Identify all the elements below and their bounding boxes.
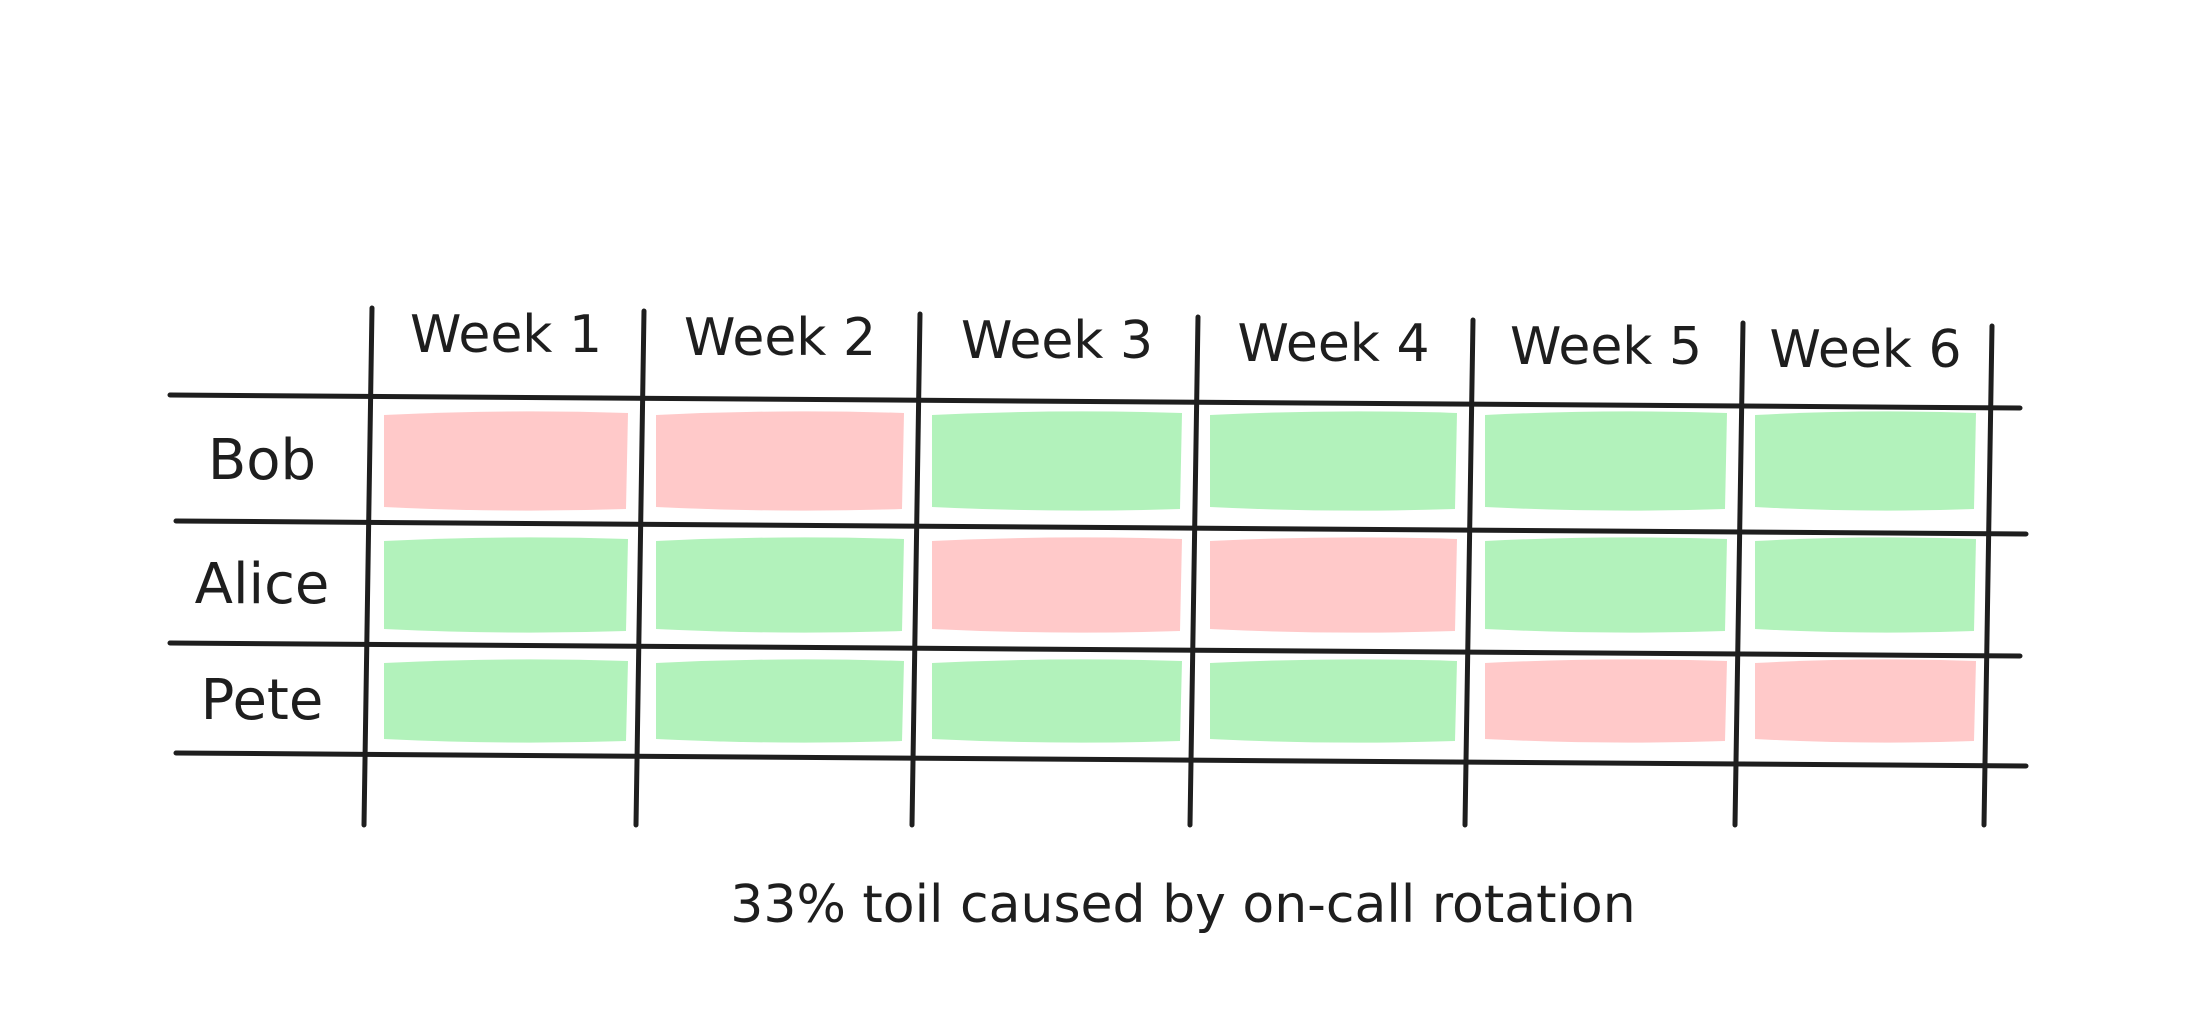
grid-vline-5 xyxy=(1462,317,1476,828)
week-header-row: Week 1 Week 2 Week 3 Week 4 Week 5 Week 6 xyxy=(410,305,1962,380)
week-label-5: Week 5 xyxy=(1510,317,1702,377)
grid-hline-3 xyxy=(167,640,2023,659)
grid-vline-1 xyxy=(361,305,375,828)
cell-alice-week-5-ok xyxy=(1485,537,1727,633)
cell-bob-week-2-toil xyxy=(656,411,904,511)
cell-alice-week-4-toil xyxy=(1210,537,1457,633)
cell-pete-week-4-ok xyxy=(1210,659,1457,743)
cell-bob-week-6-ok xyxy=(1755,411,1976,511)
row-label-pete: Pete xyxy=(201,668,324,733)
grid-vline-4 xyxy=(1187,314,1201,828)
grid-vline-7 xyxy=(1981,323,1995,828)
cell-pete-week-2-ok xyxy=(656,659,904,743)
cells-layer xyxy=(384,411,1976,743)
week-label-6: Week 6 xyxy=(1769,320,1961,380)
grid-vline-2 xyxy=(633,308,647,828)
cell-pete-week-5-toil xyxy=(1485,659,1727,743)
caption: 33% toil caused by on-call rotation xyxy=(730,875,1635,935)
grid-hline-4 xyxy=(173,750,2029,769)
week-label-3: Week 3 xyxy=(961,311,1153,371)
cell-pete-week-3-ok xyxy=(932,659,1182,743)
grid-vline-3 xyxy=(909,311,923,828)
week-label-4: Week 4 xyxy=(1237,314,1429,374)
cell-bob-week-3-ok xyxy=(932,411,1182,511)
row-label-alice: Alice xyxy=(195,552,330,617)
cell-alice-week-2-ok xyxy=(656,537,904,633)
cell-alice-week-3-toil xyxy=(932,537,1182,633)
cell-pete-week-1-ok xyxy=(384,659,628,743)
grid-lines xyxy=(167,305,2029,828)
cell-bob-week-1-toil xyxy=(384,411,628,511)
cell-bob-week-5-ok xyxy=(1485,411,1727,511)
cell-alice-week-1-ok xyxy=(384,537,628,633)
name-column: Bob Alice Pete xyxy=(195,428,330,733)
week-label-1: Week 1 xyxy=(410,305,602,365)
grid-hline-2 xyxy=(173,518,2029,537)
cell-alice-week-6-ok xyxy=(1755,537,1976,633)
cell-bob-week-4-ok xyxy=(1210,411,1457,511)
grid-vline-6 xyxy=(1732,320,1746,828)
cell-pete-week-6-toil xyxy=(1755,659,1976,743)
week-label-2: Week 2 xyxy=(684,308,876,368)
row-label-bob: Bob xyxy=(208,428,316,493)
